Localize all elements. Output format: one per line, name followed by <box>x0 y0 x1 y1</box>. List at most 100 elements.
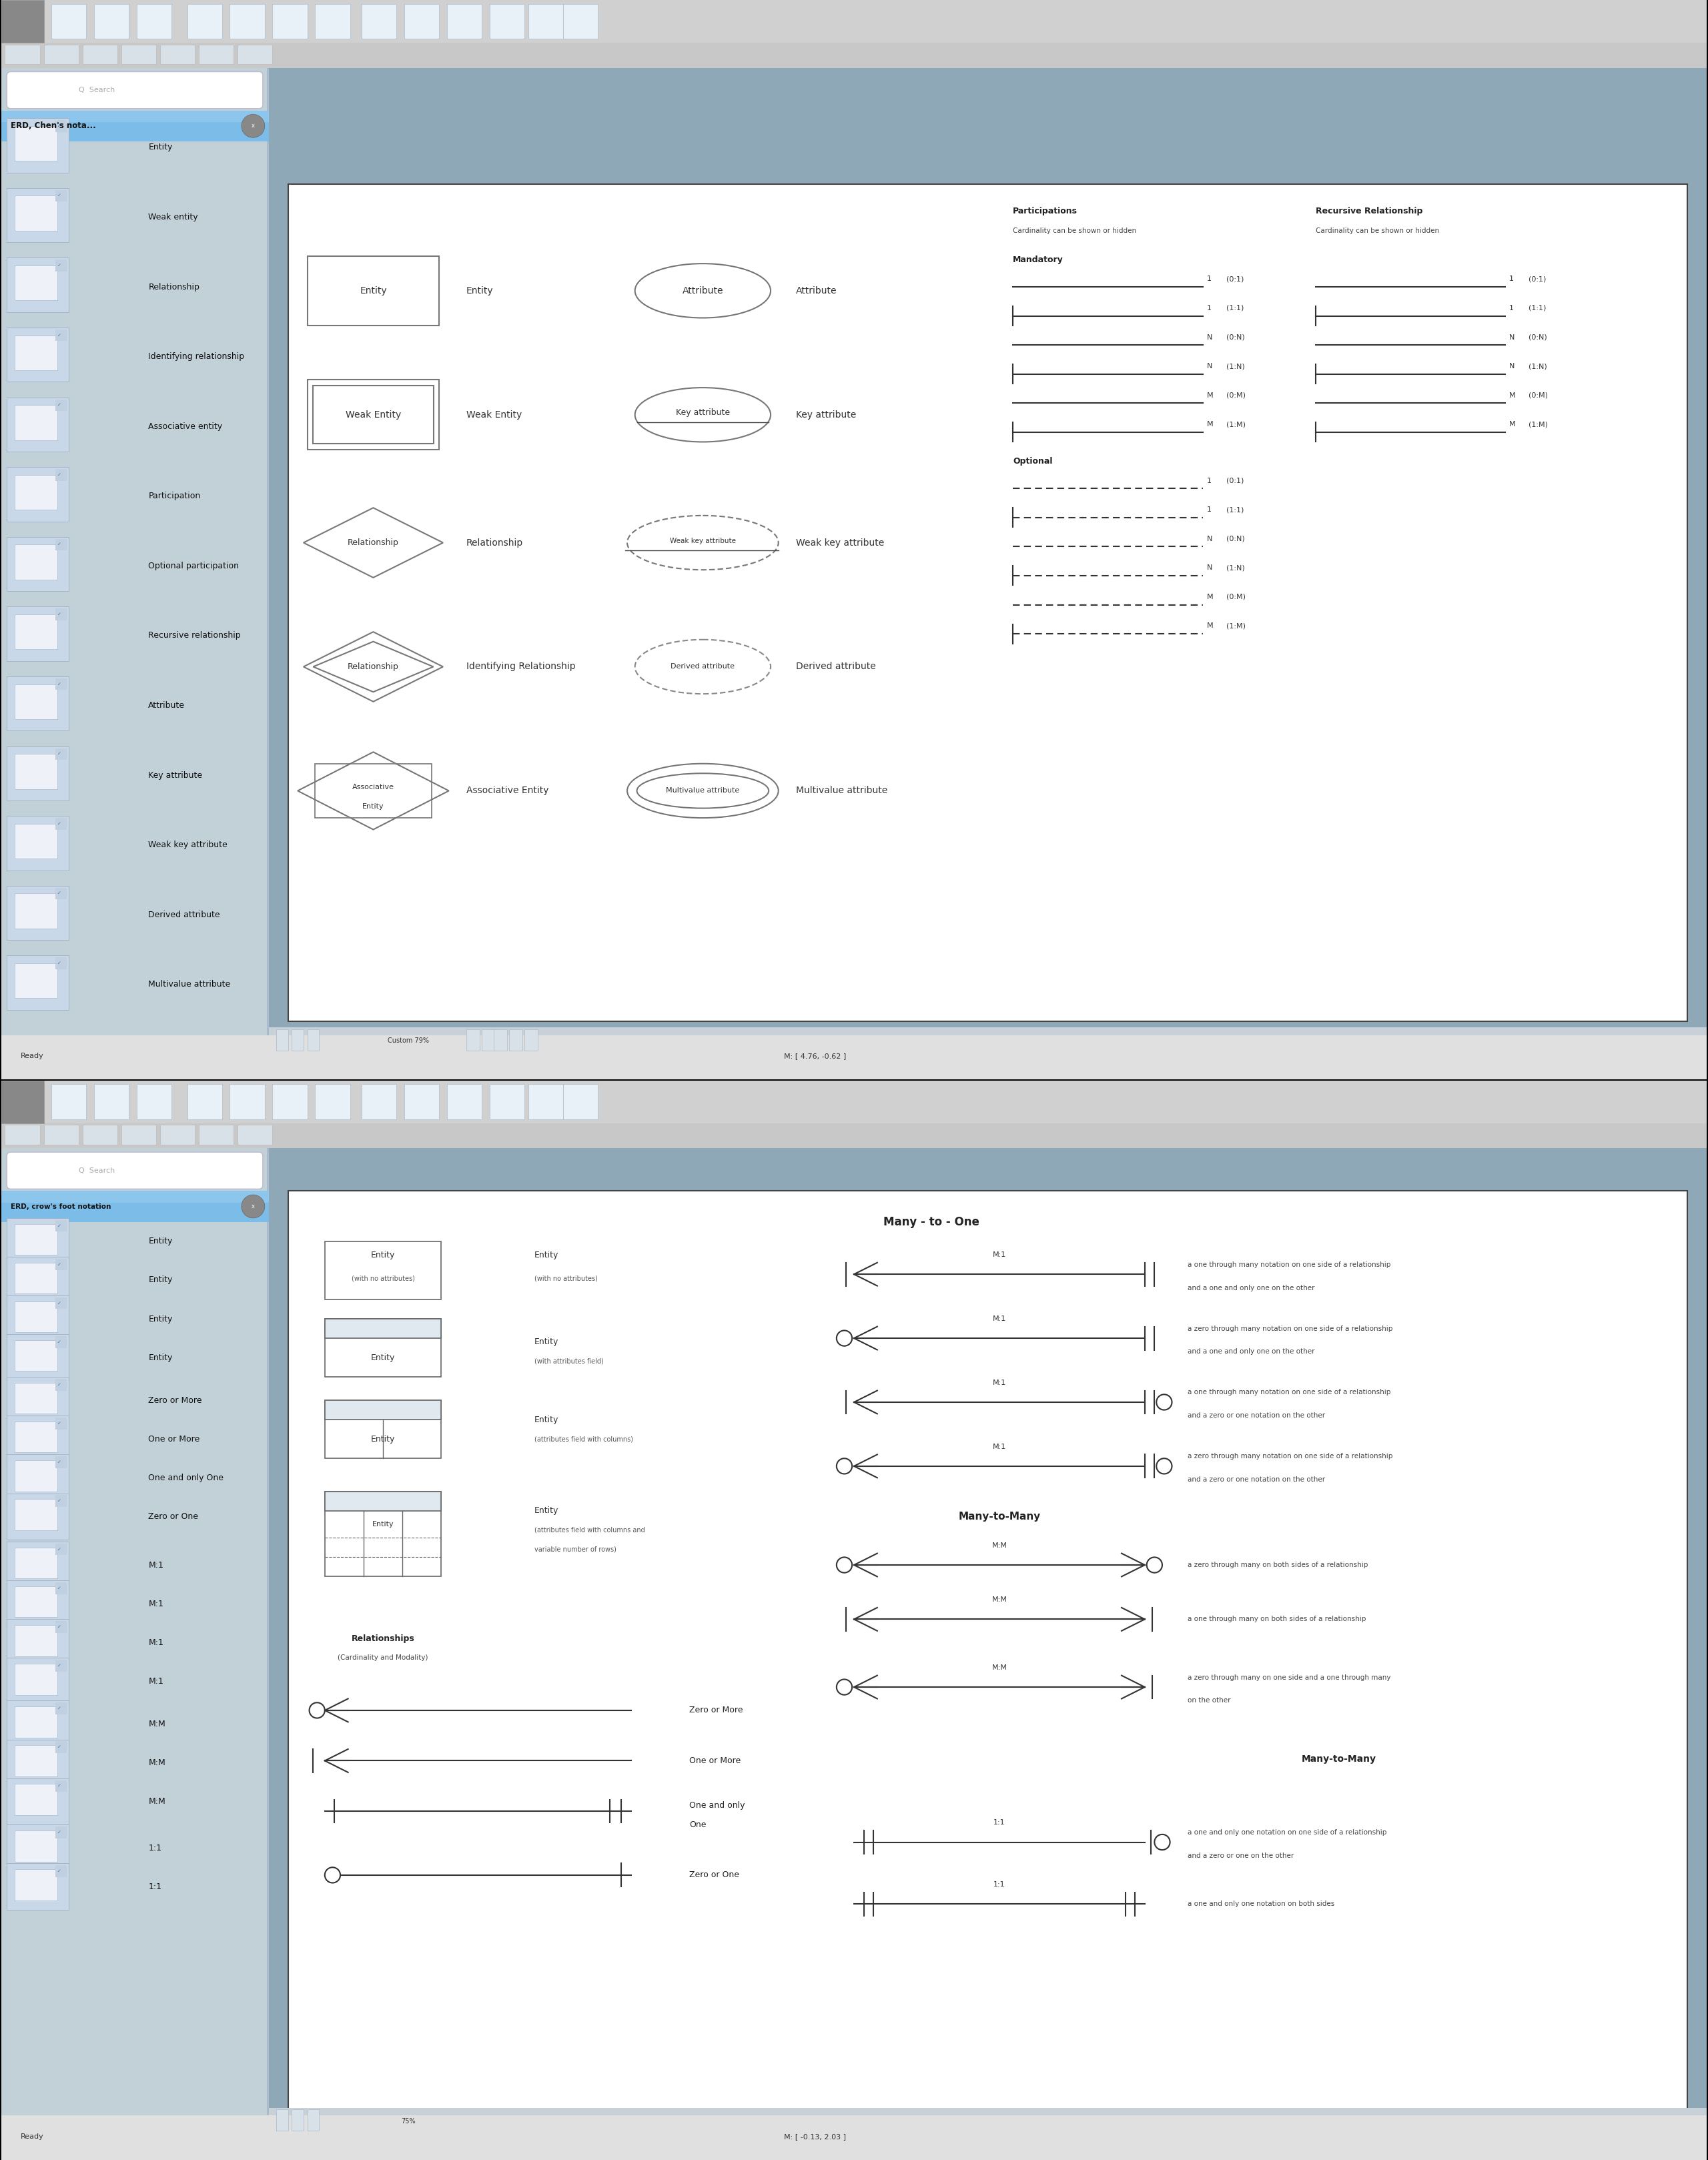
Text: M: [ 4.76, -0.62 ]: M: [ 4.76, -0.62 ] <box>784 1052 847 1061</box>
Text: (1:N): (1:N) <box>1226 363 1245 369</box>
Bar <box>15 754 58 788</box>
Text: Cardinality can be shown or hidden: Cardinality can be shown or hidden <box>1013 227 1136 233</box>
Bar <box>273 4 307 39</box>
Text: (1:1): (1:1) <box>1226 505 1243 514</box>
Bar <box>82 45 118 65</box>
Text: and a zero or one on the other: and a zero or one on the other <box>1187 1853 1293 1860</box>
Polygon shape <box>304 508 442 577</box>
Bar <box>44 1125 79 1145</box>
Text: ✓: ✓ <box>58 1784 61 1788</box>
Bar <box>161 45 195 65</box>
Bar <box>2 1190 268 1223</box>
Text: Q  Search: Q Search <box>79 86 114 93</box>
Text: and a one and only one on the other: and a one and only one on the other <box>1187 1348 1315 1354</box>
Bar <box>564 1084 598 1119</box>
Bar <box>15 1547 58 1579</box>
FancyBboxPatch shape <box>7 1151 263 1188</box>
Text: variable number of rows): variable number of rows) <box>535 1547 617 1553</box>
Text: Multivalue attribute: Multivalue attribute <box>149 981 231 989</box>
Text: Identifying relationship: Identifying relationship <box>149 352 244 361</box>
Text: (0:N): (0:N) <box>1529 335 1547 341</box>
Text: M:1: M:1 <box>992 1443 1006 1449</box>
Bar <box>15 1830 58 1862</box>
Bar <box>7 886 68 940</box>
Text: ✓: ✓ <box>58 1382 61 1387</box>
Text: N: N <box>1510 363 1515 369</box>
Circle shape <box>1155 1834 1170 1849</box>
Circle shape <box>1156 1458 1172 1473</box>
Bar <box>15 894 58 929</box>
Text: M:M: M:M <box>149 1758 166 1767</box>
Text: 1: 1 <box>1208 305 1211 311</box>
Bar <box>277 2110 289 2132</box>
Text: M: M <box>1510 393 1515 400</box>
Text: Entity: Entity <box>149 1277 173 1285</box>
Text: ✓: ✓ <box>58 892 61 896</box>
Text: One and only: One and only <box>690 1801 745 1810</box>
Text: Multivalue attribute: Multivalue attribute <box>796 786 888 795</box>
Bar <box>15 1339 58 1372</box>
Text: (attributes field with columns): (attributes field with columns) <box>535 1436 634 1443</box>
Ellipse shape <box>635 387 770 443</box>
Text: a zero through many on both sides of a relationship: a zero through many on both sides of a r… <box>1187 1562 1368 1568</box>
Text: One or More: One or More <box>690 1756 741 1765</box>
Bar <box>268 1028 1706 1054</box>
Bar <box>55 609 67 620</box>
Bar <box>121 1125 155 1145</box>
Bar <box>55 121 67 132</box>
Text: ✓: ✓ <box>58 1547 61 1551</box>
Ellipse shape <box>627 516 779 570</box>
Text: Relationship: Relationship <box>466 538 523 546</box>
Text: Key attribute: Key attribute <box>149 771 203 780</box>
Text: ERD, crow's foot notation: ERD, crow's foot notation <box>10 1203 111 1210</box>
Text: M:1: M:1 <box>992 1380 1006 1387</box>
Text: ✓: ✓ <box>58 1706 61 1711</box>
Text: ERD, Chen's nota...: ERD, Chen's nota... <box>10 121 96 130</box>
Bar <box>2 1080 1706 1123</box>
Text: and a zero or one notation on the other: and a zero or one notation on the other <box>1187 1477 1325 1484</box>
Text: Entity: Entity <box>149 143 173 151</box>
Text: x: x <box>251 123 254 130</box>
Text: Weak Entity: Weak Entity <box>345 410 401 419</box>
Text: (1:1): (1:1) <box>1529 305 1546 311</box>
Text: M:M: M:M <box>992 1665 1008 1672</box>
Text: ✓: ✓ <box>58 333 61 337</box>
Bar <box>137 1084 171 1119</box>
Text: (with no attributes): (with no attributes) <box>535 1274 598 1281</box>
Bar <box>15 406 58 441</box>
Text: (0:M): (0:M) <box>1226 594 1245 600</box>
Text: M: M <box>1208 393 1213 400</box>
Text: Weak key attribute: Weak key attribute <box>149 840 227 849</box>
Bar <box>7 1864 68 1909</box>
Bar <box>15 685 58 719</box>
Bar <box>2 110 268 143</box>
Text: a zero through many on one side and a one through many: a zero through many on one side and a on… <box>1187 1674 1390 1680</box>
Bar <box>237 45 273 65</box>
Text: (0:1): (0:1) <box>1226 276 1243 283</box>
Bar <box>55 957 67 970</box>
Text: N: N <box>1208 536 1213 542</box>
Bar <box>7 1335 68 1380</box>
Bar <box>7 328 68 382</box>
Bar <box>55 190 67 201</box>
Bar <box>7 1659 68 1704</box>
Circle shape <box>325 1868 340 1884</box>
Text: M:1: M:1 <box>149 1637 164 1646</box>
Bar <box>15 963 58 998</box>
Text: Entity: Entity <box>535 1415 559 1423</box>
Bar <box>82 1125 118 1145</box>
Bar <box>15 475 58 510</box>
Text: Cardinality can be shown or hidden: Cardinality can be shown or hidden <box>1315 227 1438 233</box>
Bar <box>268 2108 1706 2134</box>
Bar <box>55 819 67 829</box>
Text: Associative: Associative <box>352 784 395 791</box>
Bar <box>362 1084 396 1119</box>
Bar <box>55 1378 67 1391</box>
Text: Derived attribute: Derived attribute <box>671 663 734 670</box>
Text: ✓: ✓ <box>58 1460 61 1464</box>
Bar <box>15 1499 58 1529</box>
Bar <box>7 1415 68 1462</box>
Bar <box>55 538 67 551</box>
Text: 1: 1 <box>1208 276 1211 283</box>
Bar <box>55 1622 67 1633</box>
